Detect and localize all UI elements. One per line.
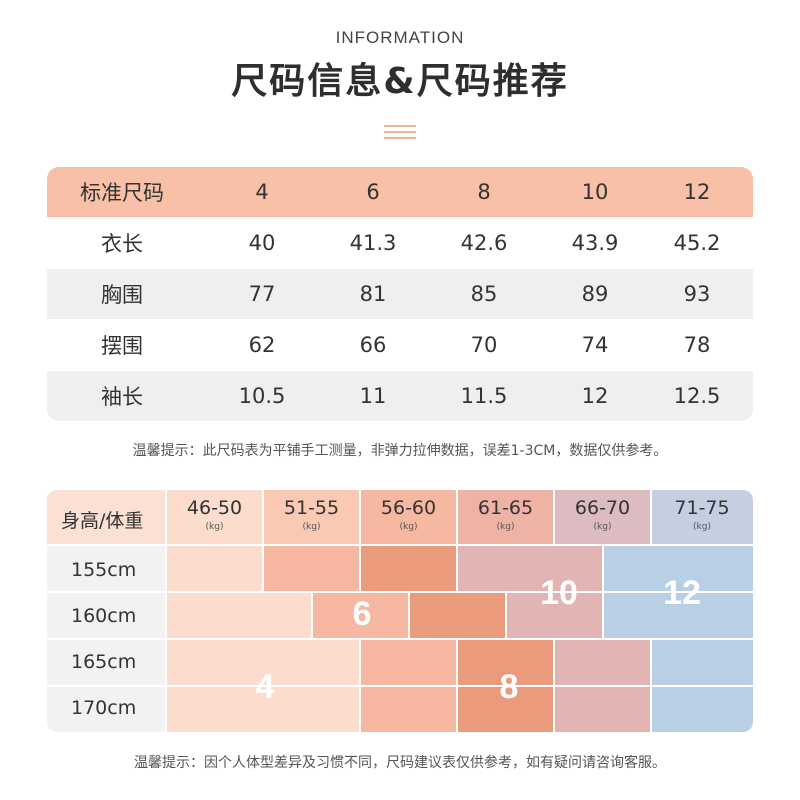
- size-table-note: 温馨提示：此尺码表为平铺手工测量，非弹力拉伸数据，误差1-3CM，数据仅供参考。: [132, 443, 668, 459]
- weight-header: 61-65 (kg): [457, 490, 554, 545]
- table-cell: 42.6: [460, 231, 508, 255]
- divider-line: [384, 137, 416, 139]
- weight-unit: (kg): [496, 522, 515, 532]
- table-cell: 66: [359, 333, 387, 357]
- table-row: 袖长 10.5 11 11.5 12 12.5: [47, 371, 753, 421]
- table-cell: 70: [470, 333, 498, 357]
- table-cell: 78: [683, 333, 711, 357]
- weight-unit: (kg): [302, 522, 321, 532]
- grid-line: [553, 639, 555, 732]
- height-label: 155cm: [71, 559, 137, 581]
- weight-header: 46-50 (kg): [166, 490, 263, 545]
- table-cell: 62: [248, 333, 276, 357]
- grid-line: [359, 639, 361, 732]
- grid-line: [47, 685, 753, 687]
- height-label: 170cm: [71, 697, 137, 719]
- grid-line: [602, 545, 604, 639]
- size-8-cell: [360, 545, 457, 592]
- column-header: 12: [683, 180, 711, 204]
- table-cell: 41.3: [349, 231, 397, 255]
- grid-line: [311, 592, 313, 639]
- row-label: 摆围: [101, 334, 143, 358]
- weight-header: 66-70 (kg): [554, 490, 651, 545]
- table-cell: 12: [581, 384, 609, 408]
- column-header: 4: [255, 180, 269, 204]
- grid-line: [47, 591, 753, 593]
- table-row: 胸围 77 81 85 89 93: [47, 269, 753, 319]
- table-cell: 74: [581, 333, 609, 357]
- table-cell: 45.2: [673, 231, 721, 255]
- grid-line: [553, 490, 555, 545]
- weight-range: 46-50: [186, 497, 243, 519]
- weight-range: 51-55: [283, 497, 340, 519]
- height-label: 165cm: [71, 651, 137, 673]
- weight-header: 56-60 (kg): [360, 490, 457, 545]
- grid-line: [456, 639, 458, 732]
- column-header: 6: [366, 180, 380, 204]
- table-cell: 77: [248, 282, 276, 306]
- grid-line: [505, 592, 507, 639]
- size-6-cell: [312, 592, 409, 639]
- table-cell: 40: [248, 231, 276, 255]
- grid-line: [262, 490, 264, 592]
- size-label-6: 6: [352, 595, 372, 633]
- header-english: INFORMATION: [335, 28, 465, 47]
- grid-line: [47, 638, 753, 640]
- table-cell: 11: [359, 384, 387, 408]
- weight-range: 61-65: [477, 497, 534, 519]
- row-label: 胸围: [101, 283, 143, 307]
- size-8-cell: [409, 592, 506, 639]
- grid-line: [650, 639, 652, 732]
- divider-line: [384, 131, 416, 133]
- column-header: 8: [477, 180, 491, 204]
- row-label: 袖长: [101, 385, 143, 409]
- size-table: 标准尺码 4 6 8 10 12 衣长 40 41.3 42.6 43.9 45…: [47, 167, 753, 421]
- weight-range: 66-70: [574, 497, 631, 519]
- corner-cell: 身高/体重: [47, 490, 166, 545]
- size-10-cell: [457, 545, 603, 592]
- header-title: 尺码信息&尺码推荐: [231, 61, 569, 102]
- table-cell: 81: [359, 282, 387, 306]
- size-4-cell: [166, 592, 312, 639]
- table-cell: 85: [470, 282, 498, 306]
- size-label-4: 4: [255, 668, 275, 706]
- table-cell: 89: [581, 282, 609, 306]
- weight-range: 71-75: [674, 497, 730, 519]
- grid-line: [650, 490, 652, 545]
- table-cell: 11.5: [460, 384, 508, 408]
- size-recommendation-grid: 身高/体重 46-50 (kg) 51-55 (kg) 56-60 (kg) 6…: [47, 490, 753, 732]
- size-6-cell: [263, 545, 360, 592]
- weight-unit: (kg): [593, 522, 612, 532]
- grid-line: [47, 544, 753, 546]
- size-label-8: 8: [499, 668, 519, 706]
- weight-unit: (kg): [693, 522, 711, 532]
- grid-line: [456, 490, 458, 592]
- grid-line: [408, 592, 410, 639]
- grid-line: [359, 490, 361, 592]
- weight-header: 51-55 (kg): [263, 490, 360, 545]
- table-row: 衣长 40 41.3 42.6 43.9 45.2: [47, 218, 753, 268]
- weight-range: 56-60: [380, 497, 437, 519]
- column-header: 10: [581, 180, 609, 204]
- divider-line: [384, 125, 416, 127]
- size-label-12: 12: [663, 574, 701, 612]
- corner-label: 身高/体重: [61, 510, 144, 532]
- row-label: 衣长: [101, 232, 143, 256]
- table-row: 摆围 62 66 70 74 78: [47, 320, 753, 370]
- table-cell: 10.5: [238, 384, 286, 408]
- recommendation-note: 温馨提示：因个人体型差异及习惯不同，尺码建议表仅供参考，如有疑问请咨询客服。: [134, 755, 666, 771]
- table-cell: 12.5: [673, 384, 721, 408]
- column-header: 标准尺码: [80, 181, 164, 205]
- size-table-header-row: 标准尺码 4 6 8 10 12: [47, 167, 753, 217]
- table-cell: 43.9: [571, 231, 619, 255]
- weight-header: 71-75 (kg): [651, 490, 753, 545]
- table-cell: 93: [683, 282, 711, 306]
- grid-line: [165, 490, 167, 732]
- size-10-cell: [506, 592, 603, 639]
- height-label: 160cm: [71, 605, 137, 627]
- size-label-10: 10: [540, 574, 578, 612]
- weight-unit: (kg): [399, 522, 418, 532]
- weight-unit: (kg): [205, 522, 224, 532]
- size-4-cell: [166, 545, 263, 592]
